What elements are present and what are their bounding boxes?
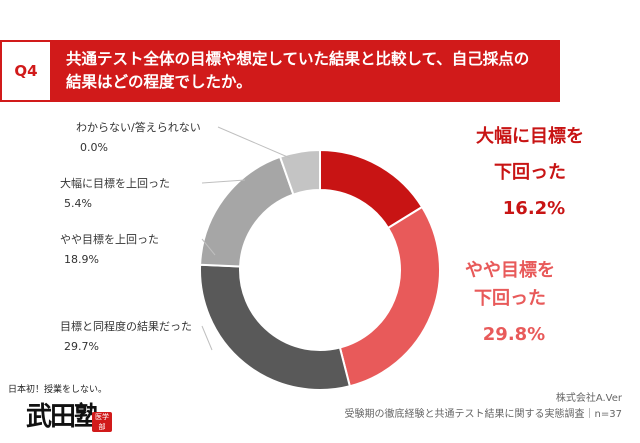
question-text: 共通テスト全体の目標や想定していた結果と比較して、自己採点の 結果はどの程度でし…	[66, 48, 556, 94]
donut-slice-4	[278, 148, 321, 196]
slice-label-1-line2: 下回った	[474, 288, 546, 309]
slice-value-1: 29.8%	[483, 324, 545, 345]
source-note: 株式会社A.Ver 受験期の徹底経験と共通テスト結果に関する実態調査｜n=37	[345, 391, 622, 423]
slice-label-4: 大幅に目標を上回った	[60, 176, 170, 190]
source-survey: 受験期の徹底経験と共通テスト結果に関する実態調査｜n=37	[344, 409, 622, 420]
donut-slice-2	[199, 263, 352, 391]
slice-label-3: やや目標を上回った	[60, 232, 159, 246]
question-line-2: 結果はどの程度でしたか。	[66, 73, 252, 91]
donut-slice-1	[338, 205, 441, 388]
source-company: 株式会社A.Ver	[555, 393, 622, 404]
slice-value-0: 16.2%	[503, 198, 565, 219]
question-line-1: 共通テスト全体の目標や想定していた結果と比較して、自己採点の	[66, 50, 530, 68]
slice-label-1-line1: やや目標を	[465, 259, 555, 281]
leader-line-4	[201, 179, 246, 184]
slice-value-4: 5.4%	[64, 197, 92, 210]
donut-slice-3	[199, 155, 295, 268]
question-banner: Q4 共通テスト全体の目標や想定していた結果と比較して、自己採点の 結果はどの程…	[0, 40, 560, 102]
logo-stamp: 医学部	[92, 412, 112, 432]
leader-line-2	[201, 325, 213, 351]
slice-value-2: 29.7%	[64, 340, 99, 353]
question-badge: Q4	[0, 40, 52, 102]
logo-tagline: 日本初！授業をしない。	[8, 385, 108, 395]
slice-label-0-line1: 大幅に目標を	[476, 125, 584, 147]
slice-label-2: 目標と同程度の結果だった	[60, 319, 192, 333]
leader-line-5	[217, 126, 291, 159]
leader-line-3	[201, 238, 216, 256]
logo-name: 武田塾	[26, 402, 100, 432]
slice-label-5: わからない/答えられない	[76, 120, 201, 134]
question-number: Q4	[14, 62, 38, 80]
slice-value-5: 0.0%	[80, 141, 108, 154]
brand-logo: 日本初！授業をしない。 武田塾 医学部	[8, 382, 118, 438]
slice-label-0-line2: 下回った	[494, 162, 566, 183]
slice-value-3: 18.9%	[64, 253, 99, 266]
